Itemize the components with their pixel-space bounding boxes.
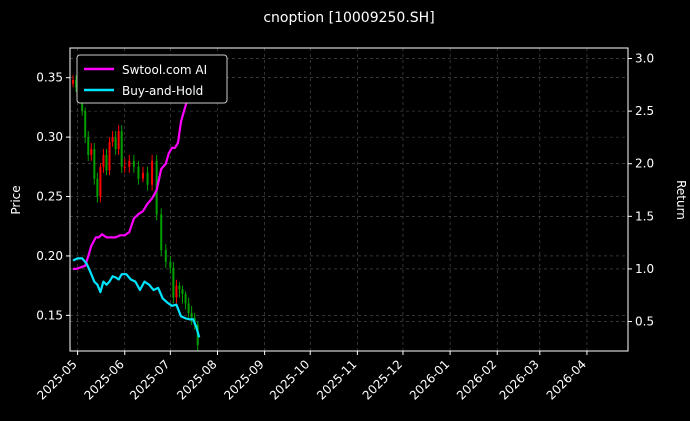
- chart-title: cnoption [10009250.SH]: [263, 10, 434, 26]
- candle-body: [96, 178, 99, 197]
- candle-body: [128, 160, 131, 167]
- candle-body: [120, 131, 123, 167]
- candle-body: [117, 131, 120, 149]
- left-tick-label: 0.30: [36, 130, 63, 144]
- candle-body: [160, 214, 163, 250]
- candle-body: [123, 166, 126, 168]
- right-axis: 0.5 1.0 1.5 2.0 2.5 3.0: [628, 52, 654, 329]
- candle-body: [90, 149, 93, 155]
- candle-body: [132, 160, 135, 167]
- series-line-0: [73, 58, 201, 270]
- candle-body: [84, 110, 87, 138]
- right-tick-label: 1.5: [635, 209, 654, 223]
- right-axis-label: Return: [674, 180, 688, 220]
- right-tick-label: 1.0: [635, 262, 654, 276]
- candle-body: [172, 267, 175, 298]
- candle-body: [111, 137, 114, 142]
- left-tick-label: 0.15: [36, 308, 63, 322]
- left-tick-label: 0.20: [36, 249, 63, 263]
- candle-body: [178, 285, 181, 290]
- candle-body: [105, 154, 108, 171]
- candle-body: [93, 149, 96, 179]
- candle-body: [146, 172, 149, 185]
- candle-body: [102, 154, 105, 167]
- right-tick-label: 0.5: [635, 315, 654, 329]
- candle-body: [108, 141, 111, 171]
- candle-body: [87, 137, 90, 155]
- legend-box: [76, 54, 228, 104]
- candle-body: [190, 312, 193, 318]
- left-tick-label: 0.25: [36, 190, 63, 204]
- candle-body: [114, 137, 117, 149]
- candle-body: [175, 285, 178, 298]
- legend: Swtool.com AI Buy-and-Hold: [76, 54, 228, 104]
- candle-body: [151, 160, 154, 185]
- left-axis: 0.15 0.20 0.25 0.30 0.35: [36, 71, 70, 322]
- candle-body: [137, 166, 140, 179]
- candle-body: [164, 250, 167, 262]
- candle-body: [169, 261, 172, 268]
- candle-body: [181, 289, 184, 294]
- series-line-1: [72, 257, 201, 338]
- candle-body: [99, 166, 102, 197]
- candle-body: [75, 80, 78, 88]
- plot-frame: [69, 47, 629, 352]
- right-tick-label: 2.5: [635, 104, 654, 118]
- series-lines: [72, 58, 201, 338]
- left-tick-label: 0.35: [36, 71, 63, 85]
- candle-body: [184, 293, 187, 304]
- legend-label-swtool: Swtool.com AI: [122, 63, 207, 77]
- right-tick-label: 2.0: [635, 157, 654, 171]
- candle-body: [72, 80, 75, 84]
- candle-body: [141, 172, 144, 179]
- legend-label-buy-and-hold: Buy-and-Hold: [122, 84, 203, 98]
- left-axis-label: Price: [9, 185, 23, 214]
- right-tick-label: 3.0: [635, 52, 654, 66]
- candle-body: [187, 303, 190, 313]
